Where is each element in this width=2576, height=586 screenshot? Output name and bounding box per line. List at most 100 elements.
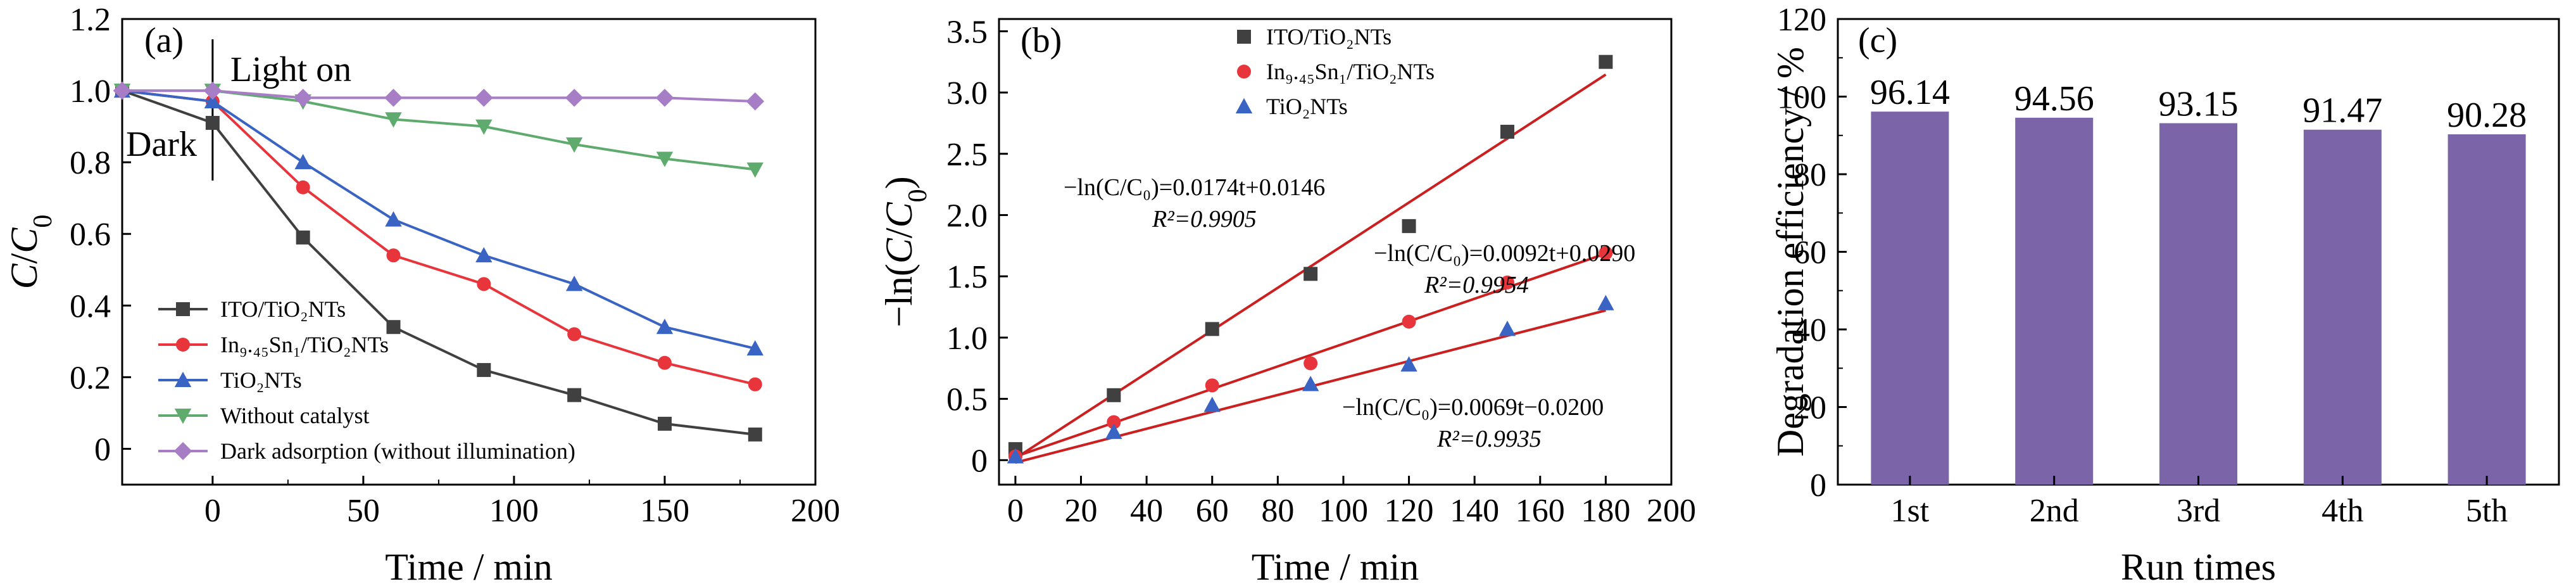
data-point [1500,124,1514,139]
y-tick-label: 20 [1794,390,1826,426]
y-tick-label: 40 [1794,312,1826,348]
panel-label: (a) [144,21,184,60]
bar [2015,117,2094,485]
y-tick-label: 0.4 [70,288,111,324]
x-tick-label: 0 [1007,493,1024,529]
data-point [386,320,401,334]
legend-label: ITO/TiO₂NTs [1266,24,1392,49]
x-tick-label: 1st [1891,493,1930,529]
light-on-label: Light on [230,50,351,89]
data-point [656,319,674,334]
data-point [1599,246,1613,260]
data-point [656,151,674,167]
y-tick-label: 1.5 [946,259,988,295]
data-point [384,89,403,107]
x-tick-label: 4th [2322,493,2363,529]
data-point [475,119,493,135]
legend-marker [174,409,192,424]
legend-label: TiO₂NTs [1266,94,1348,119]
bar-value-label: 90.28 [2447,96,2527,135]
data-point [657,416,672,431]
x-tick-label: 5th [2466,493,2508,529]
data-point [746,162,763,178]
data-point [475,246,493,263]
data-point [657,355,672,370]
fit-equation: −ln(C/C₀)=0.0069t−0.0200 [1342,394,1604,421]
data-point [1203,397,1221,412]
data-point [655,89,674,107]
data-point [475,89,493,107]
data-point [1402,314,1416,329]
fit-equation: −ln(C/C₀)=0.0092t+0.0290 [1374,240,1635,267]
legend-marker [174,371,192,387]
bar [1871,111,1949,485]
y-tick-label: 80 [1794,157,1826,193]
y-axis-label: C/C0 [3,215,58,290]
data-point [565,276,583,291]
y-tick-label: 0.8 [70,145,111,181]
fit-equation: −ln(C/C₀)=0.0174t+0.0146 [1064,174,1325,201]
x-tick-label: 40 [1130,493,1163,529]
data-point [1007,448,1024,464]
legend-label: Without catalyst [220,403,370,428]
x-tick-label: 60 [1196,493,1229,529]
bar [2303,129,2382,485]
x-tick-label: 0 [204,493,221,529]
y-tick-label: 60 [1794,235,1826,271]
panel-c-bar-chart: 0 20 40 60 80 100 120 1st 96.14 2nd 94.56 3rd 93.15 4… [1769,2,2560,586]
data-point [1304,356,1318,371]
data-point [1500,275,1514,290]
bar-value-label: 96.14 [1870,73,1950,112]
x-tick-label: 100 [489,493,539,529]
x-tick-label: 3rd [2177,493,2220,529]
y-axis-label: −ln(C/C0) [878,176,933,327]
data-point [385,112,402,128]
legend-marker [1235,98,1253,113]
data-point [1599,54,1613,69]
legend-label: In₉.₄₅Sn₁/TiO₂NTs [220,332,389,357]
data-point [1302,376,1319,392]
data-point [1304,267,1318,281]
legend-label: In₉.₄₅Sn₁/TiO₂NTs [1266,59,1435,84]
x-tick-label: 100 [1319,493,1368,529]
plot-frame [998,18,1673,486]
legend-marker [1237,65,1251,79]
y-tick-label: 2.5 [946,137,988,173]
y-tick-label: 120 [1777,2,1826,38]
x-tick-label: 200 [1647,493,1696,529]
series-line [122,89,756,386]
y-tick-label: 100 [1777,80,1826,116]
data-point [296,230,310,245]
x-tick-label: 140 [1450,493,1499,529]
x-tick-label: 120 [1385,493,1434,529]
data-point [567,388,582,402]
bar-value-label: 93.15 [2159,84,2239,124]
y-tick-label: 0 [94,431,111,468]
panel-label: (c) [1858,21,1897,60]
data-point [1402,219,1416,233]
x-axis-label: Time / min [1252,546,1419,586]
panel-label: (b) [1021,21,1062,60]
x-tick-label: 2nd [2030,493,2079,529]
data-point [748,427,762,442]
x-axis-label: Run times [2121,546,2276,586]
legend-marker [1237,30,1251,44]
x-tick-label: 200 [791,493,840,529]
legend-label: TiO₂NTs [220,367,302,393]
data-point [204,92,222,109]
y-axis-label: Degradation efficiency / % [1769,47,1811,457]
data-point [746,92,765,111]
x-tick-label: 80 [1261,493,1294,529]
data-point [565,89,584,107]
data-point [748,377,762,392]
data-point [477,363,491,378]
fit-r-squared: R²=0.9905 [1152,206,1257,232]
series-line [122,89,755,103]
legend-marker [173,442,192,461]
y-tick-label: 0.6 [70,217,111,253]
y-tick-label: 3.5 [946,14,988,50]
data-point [1400,356,1417,372]
data-point [385,211,402,227]
data-point [1205,378,1219,393]
